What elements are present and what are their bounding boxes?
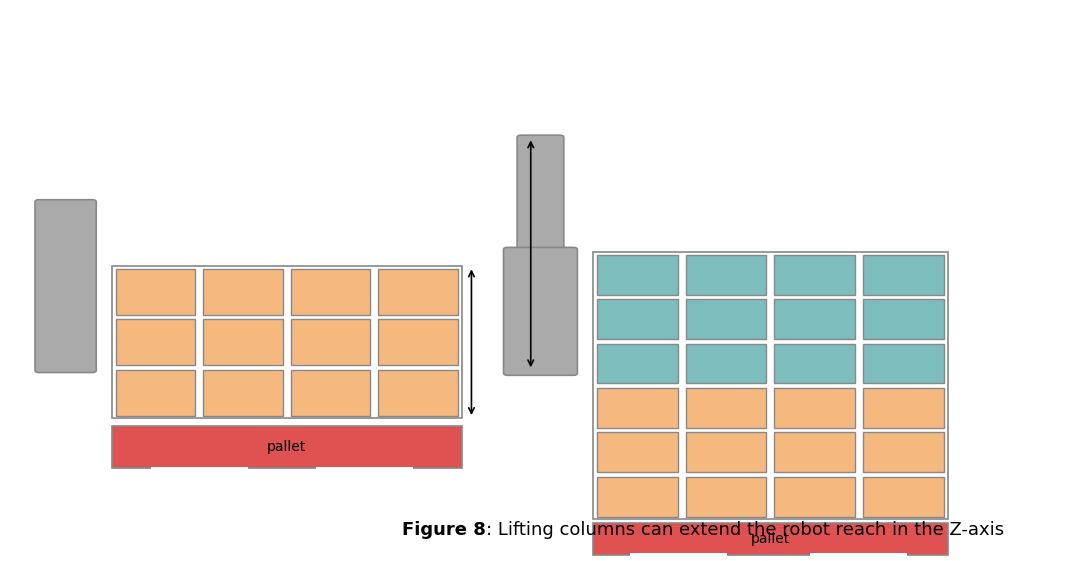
Bar xyxy=(597,343,678,384)
FancyBboxPatch shape xyxy=(504,247,578,375)
Bar xyxy=(862,299,944,339)
Bar xyxy=(597,477,678,517)
Bar xyxy=(112,266,462,418)
FancyBboxPatch shape xyxy=(35,200,97,373)
Bar xyxy=(597,388,678,428)
FancyBboxPatch shape xyxy=(517,135,564,249)
Bar xyxy=(810,553,906,561)
Bar xyxy=(774,255,855,295)
Bar xyxy=(112,426,462,468)
Bar xyxy=(862,477,944,517)
Bar xyxy=(597,255,678,295)
Bar xyxy=(150,467,248,485)
Bar xyxy=(378,370,458,416)
Bar xyxy=(378,269,458,315)
Bar xyxy=(685,343,767,384)
Bar xyxy=(378,319,458,365)
Bar xyxy=(593,252,947,519)
Bar xyxy=(291,319,371,365)
Bar xyxy=(116,319,195,365)
Bar xyxy=(774,343,855,384)
Bar xyxy=(116,269,195,315)
Bar xyxy=(593,523,947,555)
Bar xyxy=(862,255,944,295)
Bar xyxy=(685,255,767,295)
Bar xyxy=(862,343,944,384)
Text: : Lifting columns can extend the robot reach in the Z-axis: : Lifting columns can extend the robot r… xyxy=(487,521,1004,539)
Bar xyxy=(774,299,855,339)
Text: pallet: pallet xyxy=(751,532,790,546)
Bar xyxy=(203,269,282,315)
Bar xyxy=(774,433,855,472)
Bar xyxy=(774,477,855,517)
Bar xyxy=(597,433,678,472)
Bar xyxy=(597,299,678,339)
Bar xyxy=(685,299,767,339)
Bar xyxy=(685,388,767,428)
Bar xyxy=(862,388,944,428)
Bar xyxy=(316,467,413,485)
Bar xyxy=(291,370,371,416)
Bar xyxy=(116,370,195,416)
Bar xyxy=(862,433,944,472)
Bar xyxy=(685,477,767,517)
Bar xyxy=(291,269,371,315)
Bar xyxy=(203,319,282,365)
Text: Figure 8: Figure 8 xyxy=(402,521,487,539)
Bar xyxy=(629,553,727,561)
Bar xyxy=(685,433,767,472)
Bar xyxy=(774,388,855,428)
Text: pallet: pallet xyxy=(267,440,306,454)
Bar xyxy=(203,370,282,416)
